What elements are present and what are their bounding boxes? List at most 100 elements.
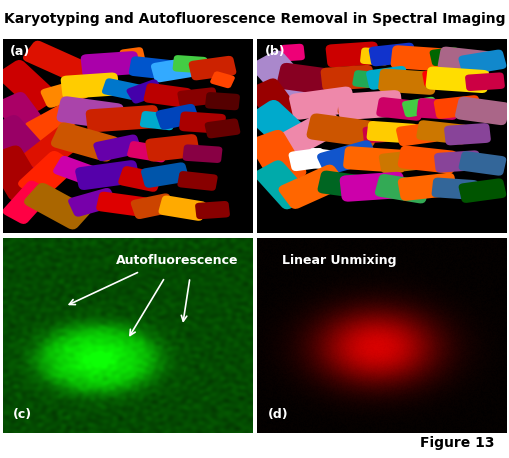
FancyBboxPatch shape: [464, 72, 504, 91]
FancyBboxPatch shape: [61, 72, 119, 99]
FancyBboxPatch shape: [320, 65, 374, 91]
FancyBboxPatch shape: [0, 60, 59, 111]
FancyBboxPatch shape: [376, 97, 423, 121]
FancyBboxPatch shape: [130, 193, 174, 219]
FancyBboxPatch shape: [336, 90, 402, 120]
FancyBboxPatch shape: [429, 47, 460, 66]
FancyBboxPatch shape: [247, 78, 302, 128]
Text: (c): (c): [13, 408, 32, 421]
FancyBboxPatch shape: [437, 47, 491, 74]
FancyBboxPatch shape: [374, 174, 429, 203]
FancyBboxPatch shape: [177, 171, 217, 191]
FancyBboxPatch shape: [139, 111, 175, 130]
FancyBboxPatch shape: [0, 92, 50, 142]
Text: (a): (a): [10, 45, 30, 58]
FancyBboxPatch shape: [317, 140, 377, 175]
FancyBboxPatch shape: [53, 156, 102, 186]
FancyBboxPatch shape: [0, 146, 44, 201]
FancyBboxPatch shape: [433, 150, 480, 173]
FancyBboxPatch shape: [288, 148, 326, 171]
FancyBboxPatch shape: [75, 160, 139, 190]
FancyBboxPatch shape: [18, 151, 77, 199]
FancyBboxPatch shape: [279, 44, 304, 61]
FancyBboxPatch shape: [118, 166, 161, 192]
FancyBboxPatch shape: [368, 43, 415, 66]
FancyBboxPatch shape: [0, 115, 53, 173]
Text: (d): (d): [267, 408, 288, 421]
FancyBboxPatch shape: [182, 144, 222, 163]
FancyBboxPatch shape: [305, 148, 343, 171]
FancyBboxPatch shape: [195, 201, 230, 219]
FancyBboxPatch shape: [253, 160, 310, 209]
Text: Linear Unmixing: Linear Unmixing: [282, 254, 396, 267]
FancyBboxPatch shape: [433, 95, 480, 119]
FancyBboxPatch shape: [362, 125, 391, 143]
FancyBboxPatch shape: [172, 55, 207, 73]
FancyBboxPatch shape: [141, 163, 189, 188]
FancyBboxPatch shape: [365, 66, 408, 90]
FancyBboxPatch shape: [425, 66, 488, 93]
FancyBboxPatch shape: [343, 146, 406, 173]
FancyBboxPatch shape: [210, 71, 235, 88]
FancyBboxPatch shape: [205, 92, 239, 110]
FancyBboxPatch shape: [359, 48, 389, 65]
FancyBboxPatch shape: [144, 83, 191, 108]
FancyBboxPatch shape: [68, 188, 117, 217]
FancyBboxPatch shape: [395, 122, 438, 146]
FancyBboxPatch shape: [295, 96, 319, 114]
Text: (b): (b): [265, 45, 285, 58]
FancyBboxPatch shape: [397, 173, 456, 201]
Text: Autofluorescence: Autofluorescence: [116, 254, 238, 267]
FancyBboxPatch shape: [339, 172, 405, 202]
FancyBboxPatch shape: [247, 100, 317, 157]
FancyBboxPatch shape: [366, 121, 417, 143]
FancyBboxPatch shape: [421, 69, 452, 87]
FancyBboxPatch shape: [352, 70, 387, 89]
FancyBboxPatch shape: [250, 50, 314, 105]
FancyBboxPatch shape: [96, 192, 149, 217]
FancyBboxPatch shape: [458, 49, 505, 75]
FancyBboxPatch shape: [151, 58, 194, 82]
FancyBboxPatch shape: [127, 141, 167, 163]
FancyBboxPatch shape: [23, 41, 92, 84]
FancyBboxPatch shape: [317, 170, 372, 199]
FancyBboxPatch shape: [325, 42, 379, 67]
FancyBboxPatch shape: [458, 179, 505, 203]
FancyBboxPatch shape: [276, 63, 348, 97]
FancyBboxPatch shape: [80, 51, 139, 77]
FancyBboxPatch shape: [86, 105, 159, 132]
FancyBboxPatch shape: [415, 120, 468, 144]
FancyBboxPatch shape: [431, 178, 477, 200]
FancyBboxPatch shape: [454, 97, 509, 125]
FancyBboxPatch shape: [390, 45, 448, 71]
FancyBboxPatch shape: [337, 98, 366, 116]
FancyBboxPatch shape: [378, 150, 426, 173]
FancyBboxPatch shape: [3, 180, 52, 224]
FancyBboxPatch shape: [126, 79, 163, 104]
FancyBboxPatch shape: [93, 135, 142, 161]
FancyBboxPatch shape: [397, 146, 456, 174]
FancyBboxPatch shape: [416, 98, 458, 120]
FancyBboxPatch shape: [188, 56, 236, 80]
FancyBboxPatch shape: [56, 96, 123, 130]
FancyBboxPatch shape: [24, 183, 91, 229]
FancyBboxPatch shape: [177, 87, 217, 107]
FancyBboxPatch shape: [278, 109, 346, 156]
FancyBboxPatch shape: [401, 97, 437, 117]
FancyBboxPatch shape: [278, 164, 346, 209]
FancyBboxPatch shape: [102, 78, 143, 101]
Text: Karyotyping and Autofluorescence Removal in Spectral Imaging: Karyotyping and Autofluorescence Removal…: [4, 12, 505, 26]
FancyBboxPatch shape: [22, 126, 83, 174]
FancyBboxPatch shape: [120, 47, 145, 65]
FancyBboxPatch shape: [129, 56, 176, 80]
FancyBboxPatch shape: [155, 104, 199, 130]
FancyBboxPatch shape: [158, 196, 206, 221]
Text: Figure 13: Figure 13: [419, 436, 494, 450]
FancyBboxPatch shape: [443, 123, 490, 145]
FancyBboxPatch shape: [248, 130, 306, 185]
FancyBboxPatch shape: [51, 122, 119, 162]
FancyBboxPatch shape: [289, 87, 355, 120]
FancyBboxPatch shape: [179, 111, 225, 134]
FancyBboxPatch shape: [24, 103, 80, 142]
FancyBboxPatch shape: [145, 134, 200, 162]
